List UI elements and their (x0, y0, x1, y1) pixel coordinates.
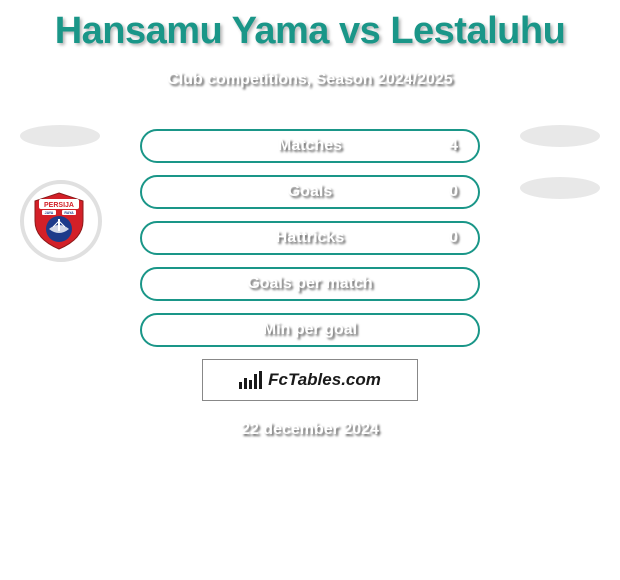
stat-pill: Goals 0 (140, 175, 480, 209)
stat-label: Min per goal (263, 321, 357, 339)
stat-value: 0 (449, 229, 458, 247)
stat-value: 0 (449, 183, 458, 201)
stat-row-goals: Goals 0 (0, 175, 620, 209)
stat-row-matches: Matches 4 (0, 129, 620, 163)
fctables-attribution: FcTables.com (202, 359, 418, 401)
stat-pill: Hattricks 0 (140, 221, 480, 255)
fctables-label: FcTables.com (268, 370, 381, 390)
stat-label: Matches (278, 137, 342, 155)
page-title: Hansamu Yama vs Lestaluhu (0, 0, 620, 53)
subtitle: Club competitions, Season 2024/2025 (0, 71, 620, 89)
stat-label: Goals (288, 183, 332, 201)
date-text: 22 december 2024 (0, 421, 620, 439)
stat-label: Hattricks (276, 229, 344, 247)
stats-container: Matches 4 Goals 0 Hattricks 0 Goals per … (0, 129, 620, 347)
stat-label: Goals per match (247, 275, 372, 293)
stat-pill: Goals per match (140, 267, 480, 301)
stat-row-hattricks: Hattricks 0 (0, 221, 620, 255)
stat-pill: Min per goal (140, 313, 480, 347)
stat-row-min-per-goal: Min per goal (0, 313, 620, 347)
stat-row-goals-per-match: Goals per match (0, 267, 620, 301)
stat-pill: Matches 4 (140, 129, 480, 163)
stat-value: 4 (449, 137, 458, 155)
bar-chart-icon (239, 371, 262, 389)
